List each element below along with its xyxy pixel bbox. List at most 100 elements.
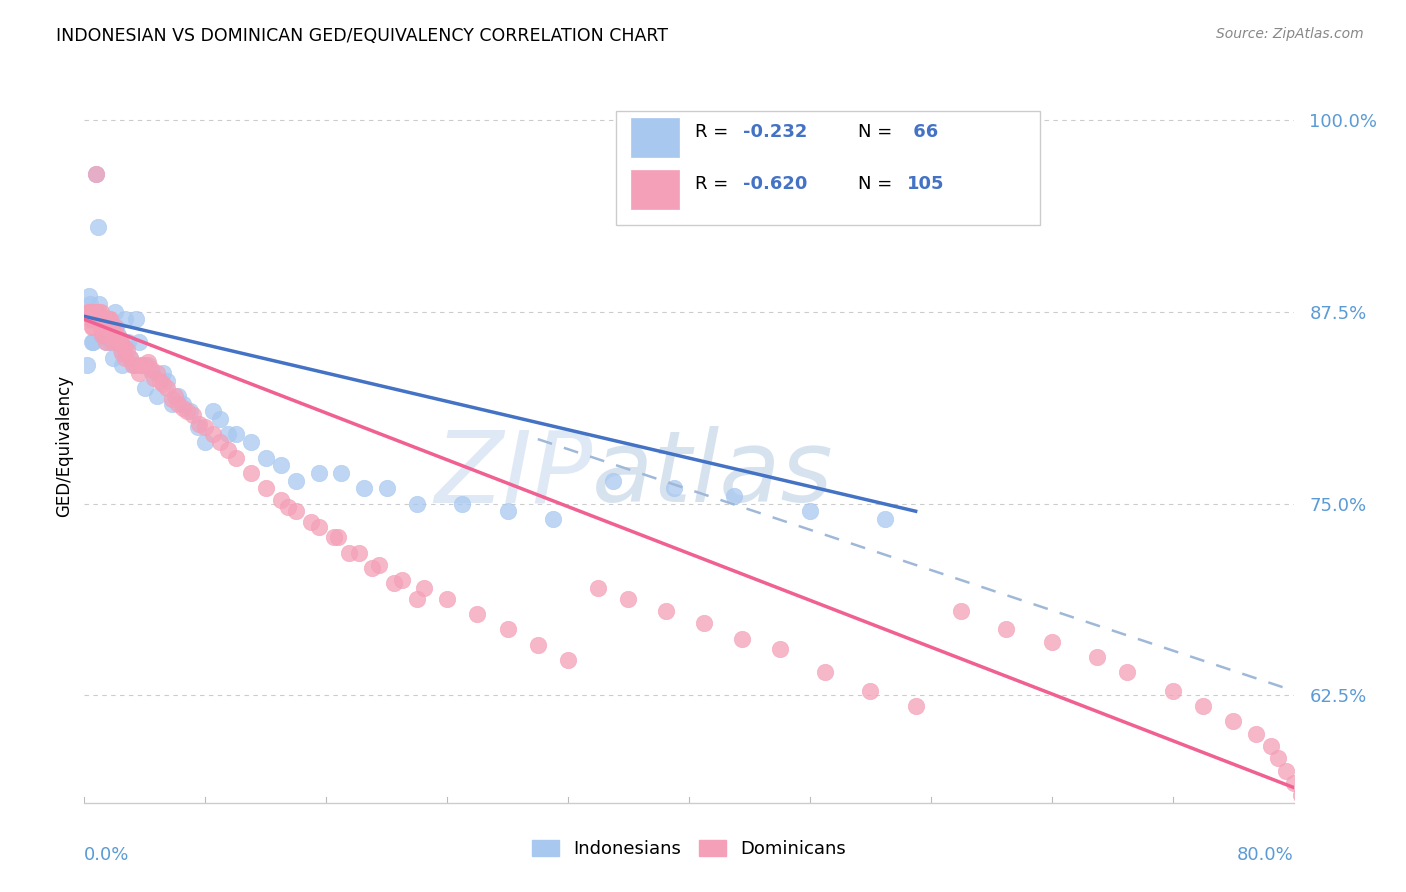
Y-axis label: GED/Equivalency: GED/Equivalency — [55, 375, 73, 517]
Point — [284, 474, 308, 488]
Point — [239, 466, 262, 480]
Text: R =: R = — [695, 175, 734, 193]
Point — [1267, 751, 1289, 765]
Point — [172, 401, 194, 416]
Point — [90, 320, 112, 334]
Point — [79, 297, 101, 311]
Point — [225, 427, 247, 442]
Text: R =: R = — [695, 123, 734, 142]
Point — [125, 359, 148, 373]
Point — [360, 561, 382, 575]
Point — [89, 304, 111, 318]
Point — [187, 419, 209, 434]
Point — [80, 312, 103, 326]
Point — [80, 335, 103, 350]
Point — [128, 335, 150, 350]
Point — [90, 304, 112, 318]
Point — [146, 366, 169, 380]
Point — [115, 343, 138, 357]
Point — [254, 450, 277, 465]
Point — [330, 466, 353, 480]
Point — [859, 683, 882, 698]
Point — [496, 504, 519, 518]
Point — [105, 331, 128, 345]
Point — [80, 304, 103, 318]
Point — [118, 351, 141, 365]
Point — [1161, 683, 1184, 698]
Point — [114, 312, 136, 326]
Text: INDONESIAN VS DOMINICAN GED/EQUIVALENCY CORRELATION CHART: INDONESIAN VS DOMINICAN GED/EQUIVALENCY … — [56, 27, 668, 45]
Point — [368, 558, 391, 572]
Text: 66: 66 — [907, 123, 938, 142]
Point — [217, 442, 239, 457]
Point — [125, 312, 148, 326]
Legend: Indonesians, Dominicans: Indonesians, Dominicans — [524, 832, 853, 865]
Point — [110, 343, 132, 357]
Point — [406, 591, 429, 606]
Point — [769, 642, 792, 657]
Text: N =: N = — [858, 123, 898, 142]
Point — [141, 366, 163, 380]
Point — [136, 355, 159, 369]
Point — [1222, 714, 1244, 729]
Text: 0.0%: 0.0% — [84, 846, 129, 863]
Point — [160, 392, 183, 407]
Point — [94, 320, 117, 334]
Point — [731, 632, 754, 646]
Point — [86, 304, 108, 318]
Point — [799, 504, 821, 518]
Point — [541, 512, 564, 526]
Text: N =: N = — [858, 175, 898, 193]
Point — [436, 591, 458, 606]
Point — [1244, 727, 1267, 741]
Point — [662, 481, 685, 495]
Point — [136, 359, 159, 373]
Point — [98, 335, 121, 350]
Point — [308, 466, 330, 480]
Point — [80, 320, 103, 334]
Point — [353, 481, 375, 495]
Point — [723, 489, 745, 503]
Point — [1289, 788, 1312, 802]
Point — [118, 351, 141, 365]
Point — [152, 376, 174, 391]
Point — [91, 312, 114, 326]
Point — [156, 381, 179, 395]
Text: -0.620: -0.620 — [744, 175, 807, 193]
Point — [111, 359, 134, 373]
Text: 105: 105 — [907, 175, 943, 193]
Point — [79, 312, 101, 326]
Point — [149, 374, 172, 388]
Point — [84, 312, 107, 326]
Point — [194, 419, 217, 434]
Point — [104, 304, 127, 318]
Point — [114, 351, 136, 365]
Point — [134, 381, 156, 395]
Point — [1085, 650, 1108, 665]
Point — [467, 607, 489, 621]
Point — [112, 340, 135, 354]
Point — [904, 699, 927, 714]
Point — [270, 458, 292, 473]
Point — [131, 359, 153, 373]
Point — [588, 581, 610, 595]
Point — [76, 359, 98, 373]
Point — [101, 351, 124, 365]
Point — [93, 327, 115, 342]
Point — [284, 504, 308, 518]
Point — [76, 304, 98, 318]
Point — [337, 546, 360, 560]
Point — [128, 366, 150, 380]
Point — [1260, 739, 1282, 753]
Point — [163, 389, 186, 403]
Point — [950, 604, 973, 618]
Point — [1191, 699, 1213, 714]
Point — [84, 312, 107, 326]
Text: 80.0%: 80.0% — [1237, 846, 1294, 863]
Point — [104, 320, 127, 334]
Point — [146, 389, 169, 403]
Point — [86, 167, 108, 181]
Point — [100, 335, 122, 350]
Point — [82, 304, 104, 318]
Point — [131, 359, 153, 373]
